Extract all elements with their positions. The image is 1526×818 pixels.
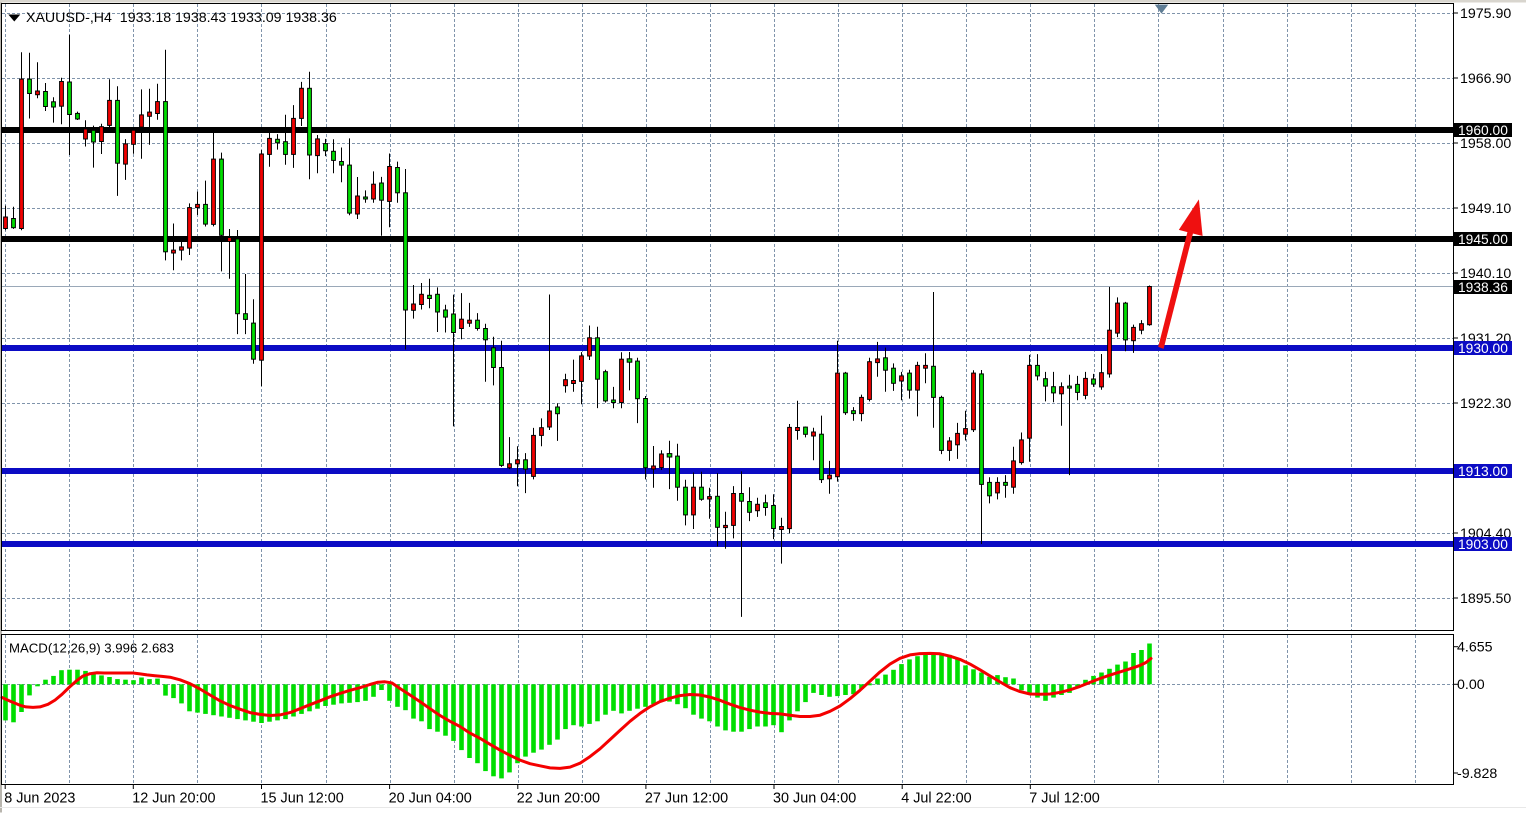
svg-text:1913.00: 1913.00 [1458,464,1508,479]
svg-text:1949.10: 1949.10 [1460,201,1511,217]
svg-text:1945.00: 1945.00 [1458,232,1508,247]
svg-text:1975.90: 1975.90 [1460,6,1511,22]
svg-text:1960.00: 1960.00 [1458,123,1508,138]
svg-text:1922.30: 1922.30 [1460,396,1511,412]
svg-text:XAUUSD-,H4 1933.18 1938.43 19: XAUUSD-,H4 1933.18 1938.43 1933.09 1938.… [26,10,337,26]
svg-text:4 Jul 22:00: 4 Jul 22:00 [901,791,971,807]
svg-text:1940.10: 1940.10 [1460,266,1511,282]
svg-text:20 Jun 04:00: 20 Jun 04:00 [389,791,472,807]
svg-text:-9.828: -9.828 [1457,766,1497,782]
svg-text:4.655: 4.655 [1457,640,1493,656]
svg-text:30 Jun 04:00: 30 Jun 04:00 [773,791,856,807]
svg-text:27 Jun 12:00: 27 Jun 12:00 [645,791,728,807]
svg-text:1938.36: 1938.36 [1458,280,1508,295]
svg-text:15 Jun 12:00: 15 Jun 12:00 [261,791,344,807]
svg-text:1903.00: 1903.00 [1458,537,1508,552]
svg-text:1958.00: 1958.00 [1460,136,1511,152]
svg-text:8 Jun 2023: 8 Jun 2023 [4,791,75,807]
svg-text:1966.90: 1966.90 [1460,71,1511,87]
svg-text:1895.50: 1895.50 [1460,591,1511,607]
svg-text:0.00: 0.00 [1457,677,1485,693]
svg-text:22 Jun 20:00: 22 Jun 20:00 [517,791,600,807]
svg-text:7 Jul 12:00: 7 Jul 12:00 [1029,791,1099,807]
svg-text:1930.00: 1930.00 [1458,341,1508,356]
svg-text:12 Jun 20:00: 12 Jun 20:00 [132,791,215,807]
svg-text:MACD(12,26,9) 3.996 2.683: MACD(12,26,9) 3.996 2.683 [9,641,174,656]
